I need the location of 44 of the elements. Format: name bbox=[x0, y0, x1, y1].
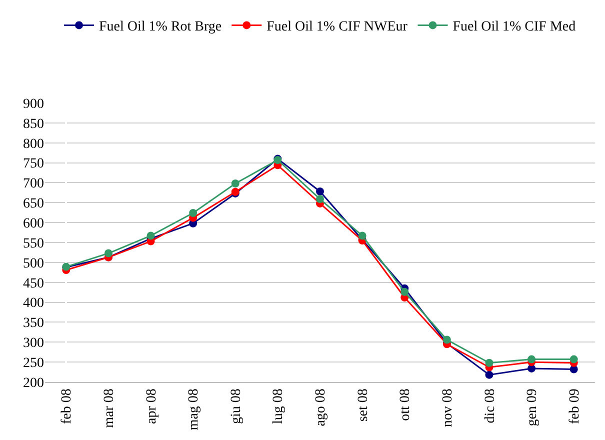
y-tick-label: 700 bbox=[23, 176, 44, 192]
y-tick-label: 800 bbox=[23, 136, 44, 152]
y-tick-label: 200 bbox=[23, 376, 44, 391]
x-tick-label: feb 09 bbox=[567, 388, 582, 424]
x-tick-label: giu 08 bbox=[228, 388, 244, 424]
x-tick-label: dic 08 bbox=[482, 388, 498, 424]
point bbox=[104, 249, 112, 258]
y-tick-label: 250 bbox=[23, 356, 44, 371]
x-tick-label: lug 08 bbox=[271, 388, 286, 424]
x-tick-label: feb 08 bbox=[60, 388, 75, 424]
y-tick-label: 500 bbox=[23, 256, 44, 272]
y-tick-label: 300 bbox=[23, 336, 44, 352]
x-tick-label: ott 08 bbox=[398, 388, 414, 421]
y-tick-label: 600 bbox=[23, 216, 44, 232]
legend-label: Fuel Oil 1% CIF NWEur bbox=[266, 20, 408, 35]
y-tick-label: 650 bbox=[23, 196, 44, 212]
x-tick-label: set 08 bbox=[356, 388, 371, 422]
y-tick-label: 450 bbox=[23, 276, 44, 292]
y-tick-label: 750 bbox=[23, 156, 44, 172]
point bbox=[485, 358, 494, 367]
point bbox=[316, 187, 324, 196]
point bbox=[231, 180, 240, 188]
point bbox=[528, 355, 536, 364]
x-tick-label: mag 08 bbox=[186, 388, 202, 430]
point bbox=[358, 232, 366, 240]
x-tick-label: gen 09 bbox=[525, 388, 540, 426]
x-tick-label: mar 08 bbox=[102, 388, 118, 428]
legend-label: Fuel Oil 1% CIF Med bbox=[452, 20, 576, 35]
x-tick-label: nov 08 bbox=[440, 388, 456, 428]
y-tick-label: 350 bbox=[23, 316, 44, 332]
point bbox=[400, 288, 409, 296]
y-tick-label: 400 bbox=[23, 296, 44, 312]
point bbox=[570, 355, 578, 364]
point bbox=[442, 336, 451, 344]
point bbox=[146, 232, 155, 240]
y-tick-label: 850 bbox=[23, 116, 44, 132]
point bbox=[485, 370, 494, 379]
y-tick-label: 900 bbox=[23, 96, 44, 112]
point bbox=[316, 195, 324, 204]
x-tick-label: ago 08 bbox=[314, 388, 329, 426]
x-tick-label: apr 08 bbox=[144, 388, 160, 424]
point bbox=[189, 209, 198, 218]
legend-label: Fuel Oil 1% Rot Brge bbox=[99, 20, 222, 35]
y-tick-label: 550 bbox=[23, 236, 44, 252]
